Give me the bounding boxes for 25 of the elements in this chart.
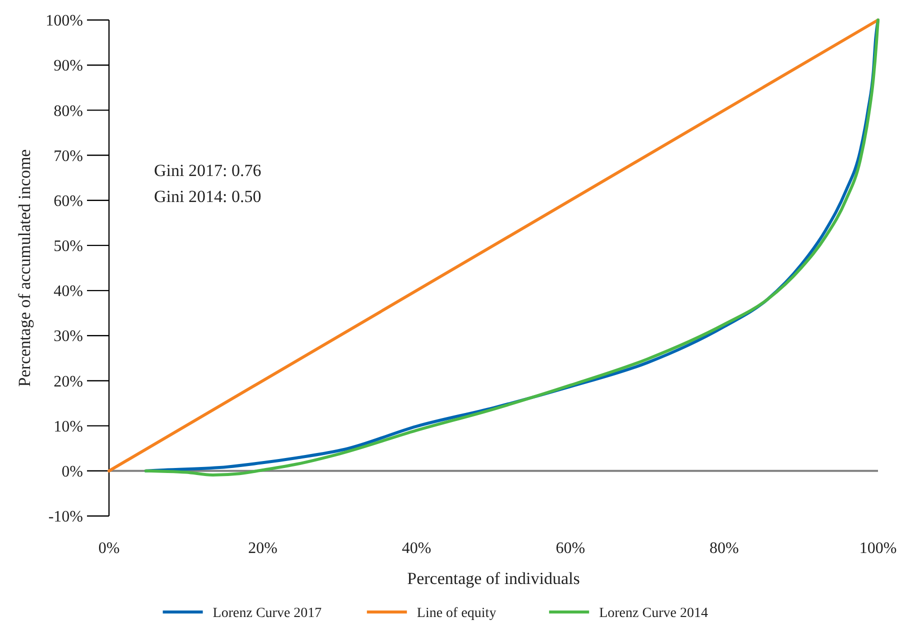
legend-label: Lorenz Curve 2017: [212, 606, 322, 621]
y-tick-label: 90%: [54, 58, 83, 75]
x-tick-label: 20%: [248, 540, 278, 557]
y-tick-label: -10%: [48, 508, 83, 526]
x-tick-label: 60%: [556, 540, 586, 557]
legend-label: Lorenz Curve 2014: [599, 606, 708, 621]
legend-label: Line of equity: [416, 606, 496, 621]
x-tick-label: 100%: [859, 540, 897, 557]
y-tick-label: 0%: [62, 464, 83, 481]
y-tick-label: 10%: [54, 418, 83, 436]
y-tick-label: 70%: [54, 148, 83, 165]
y-tick-label: 50%: [54, 238, 83, 256]
x-tick-label: 40%: [402, 540, 432, 557]
y-axis-title: Percentage of accumulated income: [15, 149, 34, 387]
annotation: Gini 2014: 0.50: [154, 187, 262, 206]
y-tick-label: 60%: [54, 192, 83, 210]
y-tick-label: 80%: [54, 102, 83, 120]
x-tick-label: 0%: [98, 540, 120, 557]
y-tick-label: 30%: [54, 328, 83, 346]
y-tick-label: 40%: [54, 283, 83, 300]
x-axis-title: Percentage of individuals: [407, 569, 580, 588]
x-tick-label: 80%: [710, 540, 739, 557]
y-tick-label: 20%: [54, 373, 83, 390]
annotation: Gini 2017: 0.76: [154, 161, 262, 180]
y-tick-label: 100%: [46, 12, 83, 30]
